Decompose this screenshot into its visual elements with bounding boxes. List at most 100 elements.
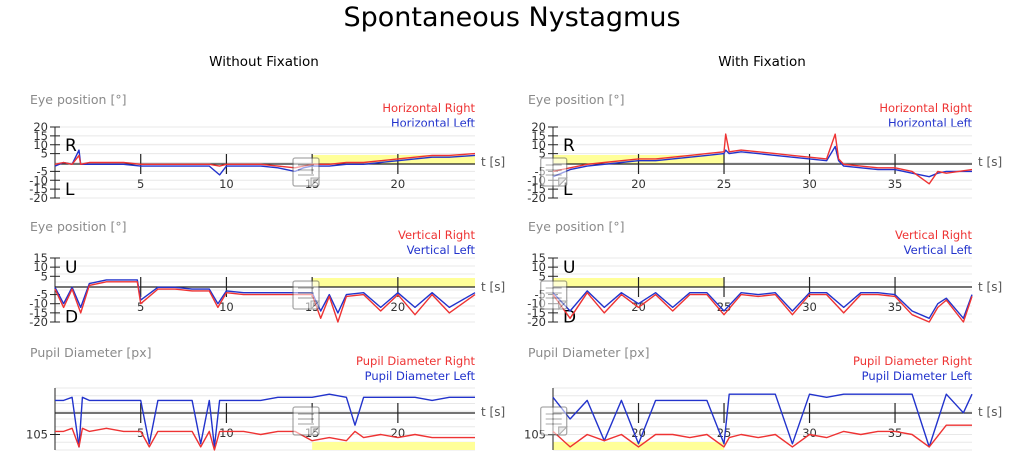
x-tick-label: 20 [391, 177, 406, 191]
y-tick-label: -10 [29, 173, 48, 187]
chart-panel-eye-position-horizontal-without-fixation: Eye position [°] Horizontal RightHorizont… [29, 92, 505, 205]
legend-entry: Vertical Left [407, 243, 476, 257]
highlight-band [553, 442, 725, 450]
direction-label-bottom: L [563, 180, 573, 200]
series-line-vertical-left [54, 279, 476, 314]
y-tick-label: 15 [531, 129, 546, 143]
column-title-with-fixation: With Fixation [718, 54, 806, 70]
y-tick-label: -20 [527, 191, 546, 205]
y-tick-label: 105 [26, 428, 48, 442]
y-tick-label: 15 [531, 251, 546, 265]
y-tick-label: 10 [531, 260, 546, 274]
panel-title: Pupil Diameter [px] [30, 345, 152, 360]
y-tick-label: 10 [33, 138, 48, 152]
document-note-icon [540, 280, 568, 311]
x-tick-label: 10 [219, 426, 234, 440]
x-tick-label: 35 [888, 300, 903, 314]
series-line-horizontal-right [54, 152, 476, 169]
legend-entry: Horizontal Right [382, 101, 475, 115]
x-tick-label: 25 [717, 426, 732, 440]
document-note-icon [540, 406, 568, 437]
y-tick-label: -5 [37, 164, 48, 178]
x-axis-label: t [s] [978, 155, 1002, 169]
page-title: Spontaneous Nystagmus [343, 2, 681, 33]
x-axis-label: t [s] [481, 155, 505, 169]
series-line-pupil-diameter-right [55, 427, 475, 451]
grid-lines [553, 387, 972, 451]
y-tick-label: 15 [33, 129, 48, 143]
y-tick-label: -20 [527, 315, 546, 329]
x-tick-label: 5 [137, 300, 144, 314]
legend-entry: Vertical Right [398, 228, 475, 242]
document-note-icon [292, 157, 321, 188]
document-note-icon [540, 157, 568, 188]
legend-entry: Vertical Right [895, 228, 972, 242]
series-line-vertical-right [552, 292, 973, 323]
x-tick-label: 30 [802, 177, 817, 191]
series-line-horizontal-left [552, 145, 972, 178]
x-tick-label: 25 [717, 177, 732, 191]
y-tick-label: 20 [33, 120, 48, 134]
direction-label-bottom: D [65, 308, 78, 328]
y-tick-label: -5 [37, 288, 48, 302]
x-axis-label: t [s] [481, 280, 505, 294]
chart-panel-pupil-diameter-with-fixation: Pupil Diameter [px] Pupil Diameter RightP… [524, 345, 1002, 451]
series-line-vertical-left [552, 290, 973, 319]
x-tick-label: 35 [888, 426, 903, 440]
panel-title: Pupil Diameter [px] [528, 345, 650, 360]
y-tick-label: -20 [29, 191, 48, 205]
x-tick-label: 5 [137, 426, 144, 440]
y-tick-label: 20 [531, 120, 546, 134]
panel-title: Eye position [°] [30, 92, 126, 107]
highlight-band [312, 278, 475, 287]
legend-entry: Pupil Diameter Left [862, 369, 973, 383]
highlight-band [312, 442, 475, 450]
direction-label-top: U [65, 258, 77, 278]
panel-title: Eye position [°] [528, 92, 624, 107]
y-tick-label: -10 [29, 297, 48, 311]
grid-lines [55, 257, 475, 323]
x-tick-label: 20 [391, 300, 406, 314]
direction-label-top: R [563, 136, 575, 156]
grid-lines [55, 387, 475, 451]
legend-entry: Horizontal Right [879, 101, 972, 115]
y-tick-label: 10 [531, 138, 546, 152]
x-tick-label: 5 [137, 177, 144, 191]
legend-entry: Vertical Left [904, 243, 973, 257]
x-axis-label: t [s] [481, 405, 505, 419]
y-tick-label: -15 [29, 306, 48, 320]
chart-panel-eye-position-horizontal-with-fixation: Eye position [°] Horizontal RightHorizont… [527, 92, 1002, 205]
y-tick-label: -20 [29, 315, 48, 329]
series-line-pupil-diameter-left [55, 393, 475, 448]
x-tick-label: 35 [888, 177, 903, 191]
x-tick-label: 10 [219, 177, 234, 191]
y-tick-label: 5 [539, 147, 546, 161]
y-tick-label: 10 [33, 260, 48, 274]
x-tick-label: 25 [717, 300, 732, 314]
legend-entry: Pupil Diameter Right [853, 354, 972, 368]
y-tick-label: -15 [29, 182, 48, 196]
chart-panel-pupil-diameter-without-fixation: Pupil Diameter [px] Pupil Diameter RightP… [26, 345, 505, 451]
document-note-icon [292, 280, 321, 311]
panel-title: Eye position [°] [30, 219, 126, 234]
series-line-vertical-right [54, 281, 476, 323]
direction-label-bottom: L [65, 180, 75, 200]
legend-entry: Pupil Diameter Left [365, 369, 476, 383]
series-line-horizontal-left [54, 149, 476, 176]
x-tick-label: 30 [802, 300, 817, 314]
series-line-pupil-diameter-left [552, 393, 973, 448]
series-line-horizontal-right [552, 133, 973, 185]
y-tick-label: 15 [33, 251, 48, 265]
direction-label-top: U [563, 258, 575, 278]
x-tick-label: 20 [631, 177, 646, 191]
x-axis-label: t [s] [978, 405, 1002, 419]
document-note-icon [292, 406, 321, 437]
legend-entry: Horizontal Left [391, 116, 476, 130]
y-tick-label: -15 [527, 306, 546, 320]
column-title-without-fixation: Without Fixation [209, 54, 319, 70]
direction-label-top: R [65, 136, 77, 156]
y-tick-label: 5 [539, 269, 546, 283]
